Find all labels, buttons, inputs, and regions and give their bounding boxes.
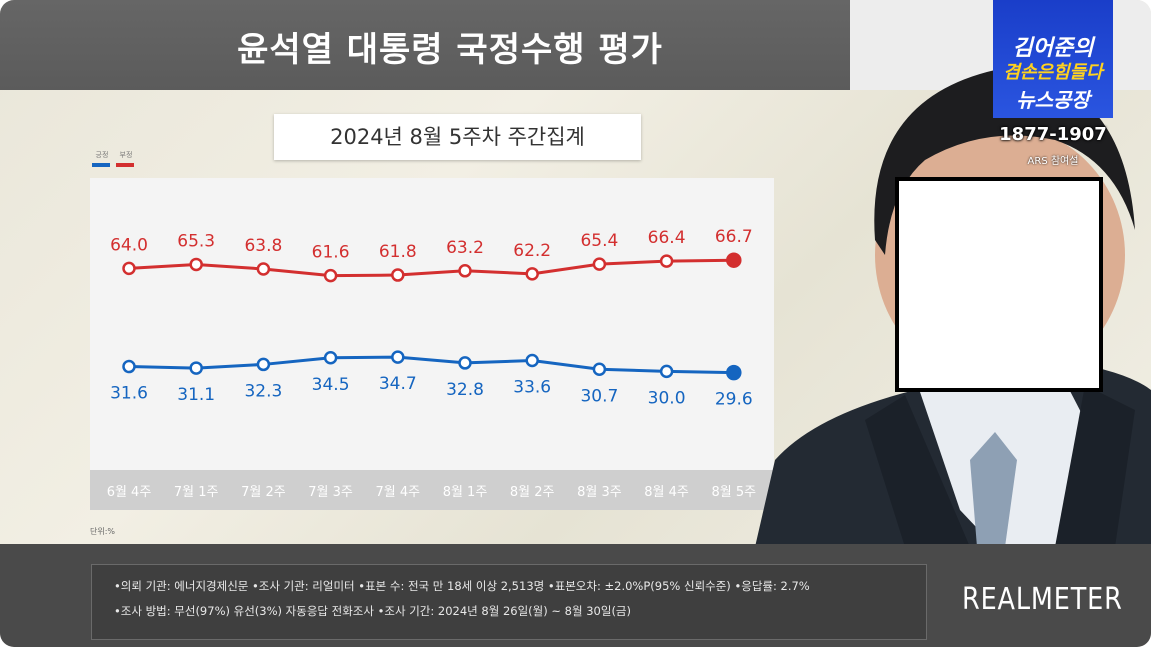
phone-number: 1877-1907 bbox=[999, 124, 1107, 145]
data-point bbox=[122, 261, 136, 276]
data-label: 31.6 bbox=[110, 384, 148, 404]
data-point bbox=[525, 353, 539, 368]
x-tick-label: 6월 4주 bbox=[107, 485, 152, 500]
data-point bbox=[458, 356, 472, 370]
x-tick-label: 8월 3주 bbox=[577, 485, 622, 500]
data-label: 34.5 bbox=[312, 375, 350, 395]
show-logo-line3: 뉴스공장 bbox=[1016, 88, 1090, 112]
data-point bbox=[323, 268, 338, 283]
plot-area bbox=[90, 178, 774, 470]
data-label: 66.4 bbox=[648, 228, 686, 248]
legend-swatch-negative bbox=[116, 163, 134, 167]
data-point bbox=[122, 359, 136, 374]
x-tick-label: 7월 3주 bbox=[308, 485, 353, 500]
legend-item-negative: 부정 bbox=[115, 150, 137, 170]
data-label: 65.3 bbox=[177, 231, 215, 251]
line-chart: 6월 4주 7월 1주 7월 2주 7월 3주 7월 4주 8월 1주 8월 2주 8월 3주… bbox=[90, 178, 774, 510]
data-point bbox=[525, 267, 539, 281]
data-label: 64.0 bbox=[110, 235, 148, 255]
data-label: 63.2 bbox=[446, 238, 484, 258]
x-tick-label: 8월 4주 bbox=[644, 485, 689, 500]
legend-item-positive: 긍정 bbox=[91, 150, 113, 170]
data-label: 32.3 bbox=[244, 381, 282, 401]
ars-label: ARS 참여설 bbox=[1027, 156, 1079, 167]
series-line-negative bbox=[128, 258, 734, 278]
data-label: 61.8 bbox=[379, 242, 417, 262]
chart-title: 윤석열 대통령 국정수행 평가 bbox=[237, 30, 663, 70]
x-axis-bar bbox=[90, 470, 774, 510]
data-point bbox=[189, 257, 203, 272]
data-label: 34.7 bbox=[379, 374, 417, 394]
x-tick-label: 7월 2주 bbox=[241, 485, 286, 500]
data-point bbox=[323, 351, 338, 365]
data-point bbox=[391, 268, 405, 282]
data-label: 33.6 bbox=[513, 377, 551, 397]
data-point bbox=[726, 364, 742, 381]
unit-label: 단위:% bbox=[90, 527, 116, 536]
data-point bbox=[592, 362, 607, 377]
legend-swatch-positive bbox=[92, 163, 110, 167]
data-label: 63.8 bbox=[244, 236, 282, 256]
x-tick-label: 7월 4주 bbox=[375, 485, 420, 500]
survey-info-box: •의뢰 기관: 에너지경제신문 •조사 기관: 리얼미터 •표본 수: 전국 만… bbox=[91, 564, 927, 640]
legend-label-positive: 긍정 bbox=[95, 151, 109, 159]
data-label: 66.7 bbox=[715, 227, 753, 247]
data-label: 65.4 bbox=[580, 231, 618, 251]
x-tick-label: 7월 1주 bbox=[174, 485, 219, 500]
data-point bbox=[189, 361, 203, 375]
realmeter-logo: REALMETER bbox=[962, 582, 1123, 617]
data-label: 29.6 bbox=[715, 390, 753, 410]
data-label: 32.8 bbox=[446, 380, 484, 400]
face-blur-box bbox=[895, 177, 1103, 392]
show-logo-line1: 김어준의 bbox=[1012, 36, 1094, 61]
x-tick-label: 8월 5주 bbox=[711, 485, 756, 500]
data-point bbox=[458, 264, 472, 278]
show-logo-line2: 겸손은힘들다 bbox=[1003, 62, 1103, 83]
data-point bbox=[659, 254, 674, 268]
subtitle-box: 2024년 8월 5주차 주간집계 bbox=[274, 114, 641, 160]
data-label: 62.2 bbox=[513, 241, 551, 261]
data-label: 31.1 bbox=[177, 385, 215, 405]
footer: •의뢰 기관: 에너지경제신문 •조사 기관: 리얼미터 •표본 수: 전국 만… bbox=[0, 544, 1151, 647]
data-point bbox=[256, 357, 271, 372]
chart-panel: 6월 4주 7월 1주 7월 2주 7월 3주 7월 4주 8월 1주 8월 2주 8월 3주… bbox=[90, 178, 774, 510]
data-point bbox=[391, 350, 405, 364]
series-line-positive bbox=[128, 355, 734, 375]
x-tick-label: 8월 1주 bbox=[443, 485, 488, 500]
x-tick-label: 8월 2주 bbox=[510, 485, 555, 500]
survey-info-line2: •조사 방법: 무선(97%) 유선(3%) 자동응답 전화조사 •조사 기간:… bbox=[114, 604, 631, 618]
data-point bbox=[659, 364, 674, 379]
show-logo: 김어준의 겸손은힘들다 뉴스공장 bbox=[993, 0, 1113, 118]
data-label: 30.7 bbox=[580, 386, 618, 406]
data-label: 61.6 bbox=[312, 243, 350, 263]
legend-label-negative: 부정 bbox=[119, 151, 133, 159]
data-point bbox=[256, 262, 271, 276]
title-bar: 윤석열 대통령 국정수행 평가 bbox=[0, 0, 850, 90]
data-label: 30.0 bbox=[648, 388, 686, 408]
data-point bbox=[592, 257, 607, 271]
data-point bbox=[726, 252, 742, 268]
chart-subtitle: 2024년 8월 5주차 주간집계 bbox=[330, 125, 585, 149]
survey-info-line1: •의뢰 기관: 에너지경제신문 •조사 기관: 리얼미터 •표본 수: 전국 만… bbox=[114, 579, 810, 593]
